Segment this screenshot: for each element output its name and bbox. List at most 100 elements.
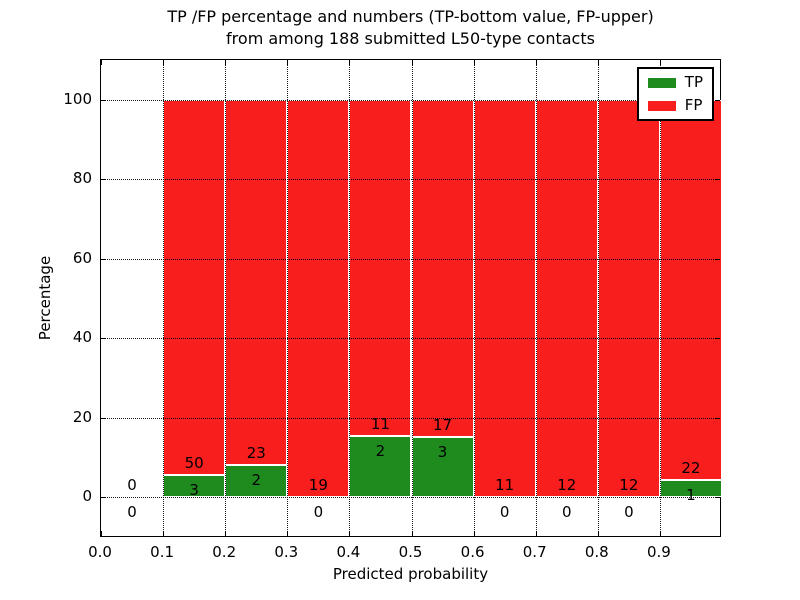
bar-label-fp: 11	[495, 476, 515, 495]
bar-label-tp: 2	[251, 471, 262, 490]
x-tick	[473, 531, 475, 536]
chart-title-line1: TP /FP percentage and numbers (TP-bottom…	[167, 7, 654, 26]
x-tick	[535, 60, 537, 65]
x-tick	[163, 531, 165, 536]
legend-item: FP	[647, 96, 703, 114]
x-tick	[411, 531, 413, 536]
x-tick	[659, 531, 661, 536]
bar-segment-fp	[597, 99, 660, 498]
x-tick	[659, 60, 661, 65]
chart-title: TP /FP percentage and numbers (TP-bottom…	[100, 6, 721, 50]
x-tick	[225, 60, 227, 65]
x-tick	[101, 531, 102, 536]
gridline-x	[597, 60, 599, 536]
bar-segment-fp	[225, 99, 288, 466]
x-tick-label: 0.8	[584, 543, 609, 561]
x-tick	[473, 60, 475, 65]
x-tick	[163, 60, 165, 65]
bar-segment-tp	[349, 435, 412, 498]
bar-label-fp: 19	[308, 476, 328, 495]
x-tick-label: 0.7	[522, 543, 547, 561]
bar-segment-tp	[225, 465, 288, 498]
gridline-x	[473, 60, 475, 536]
bar-segment-fp	[473, 99, 536, 498]
gridline-y	[101, 417, 720, 419]
x-tick-label: 0.3	[274, 543, 299, 561]
x-tick	[411, 60, 413, 65]
gridline-x	[411, 60, 413, 536]
bar-label-tp: 0	[127, 503, 137, 522]
x-tick	[597, 531, 599, 536]
x-tick-label: 0.6	[460, 543, 485, 561]
gridline-x	[535, 60, 537, 536]
plot-area: TP FP 0 0 50 3 23 2 19 0 11 2 17 3 11 0 12 0 12 0 22 1	[100, 59, 722, 537]
bar-segment-fp	[287, 99, 350, 498]
bar-segment-fp	[411, 99, 474, 438]
y-tick	[715, 338, 720, 340]
x-tick-label: 0.4	[336, 543, 361, 561]
legend-label: FP	[684, 96, 703, 114]
x-tick	[101, 60, 102, 65]
bar-segment-fp	[349, 99, 412, 436]
y-tick-label: 40	[72, 328, 92, 347]
bar-label-fp: 0	[127, 476, 137, 495]
bar-label-fp: 50	[184, 453, 204, 472]
x-tick	[287, 60, 289, 65]
x-tick	[287, 531, 289, 536]
bar-label-fp: 23	[246, 444, 266, 463]
x-tick	[597, 60, 599, 65]
y-tick	[101, 417, 106, 419]
gridline-y	[101, 258, 720, 260]
bar-label-fp: 12	[619, 476, 639, 495]
y-tick	[101, 179, 106, 181]
bar-label-fp: 17	[433, 416, 453, 435]
y-tick	[101, 497, 106, 499]
bar-label-tp: 0	[313, 503, 324, 522]
bar-segment-fp	[659, 99, 722, 480]
y-tick	[715, 179, 720, 181]
bar-label-tp: 0	[499, 503, 510, 522]
gridline-y	[101, 99, 720, 101]
gridline-x	[287, 60, 289, 536]
y-tick-label: 60	[72, 248, 92, 267]
x-tick-label: 0.2	[212, 543, 237, 561]
x-axis-label: Predicted probability	[332, 565, 489, 583]
x-tick-label: 0.9	[646, 543, 671, 561]
legend-swatch-tp-icon	[647, 77, 676, 88]
bar-label-tp: 3	[189, 480, 199, 499]
bar-label-fp: 12	[557, 476, 577, 495]
bar-label-tp: 1	[686, 485, 696, 504]
legend-label: TP	[684, 73, 703, 91]
x-tick-label: 0.1	[150, 543, 175, 561]
bar-label-tp: 0	[561, 503, 572, 522]
legend-swatch-fp-icon	[647, 100, 676, 111]
y-tick	[715, 258, 720, 260]
gridline-y	[101, 179, 720, 181]
chart-title-line2: from among 188 submitted L50-type contac…	[226, 29, 595, 48]
x-tick	[535, 531, 537, 536]
x-tick	[349, 60, 351, 65]
y-tick	[715, 99, 720, 101]
y-tick	[715, 497, 720, 499]
x-tick	[225, 531, 227, 536]
bar-label-tp: 3	[437, 443, 448, 462]
bar-label-tp: 2	[375, 441, 386, 460]
y-tick	[101, 338, 106, 340]
gridline-x	[225, 60, 227, 536]
y-tick	[101, 99, 106, 101]
bar-label-fp: 22	[681, 458, 701, 477]
y-tick-label: 100	[63, 89, 92, 108]
bar-label-fp: 11	[370, 414, 390, 433]
x-tick-label: 0.0	[88, 543, 112, 561]
bar-label-tp: 0	[624, 503, 634, 522]
y-tick	[715, 417, 720, 419]
gridline-x	[163, 60, 165, 536]
x-tick	[349, 531, 351, 536]
x-tick-label: 0.5	[398, 543, 423, 561]
gridline-x	[349, 60, 351, 536]
legend: TP FP	[636, 67, 714, 121]
legend-item: TP	[647, 73, 703, 91]
gridline-x	[659, 60, 661, 536]
gridline-y	[101, 338, 720, 340]
